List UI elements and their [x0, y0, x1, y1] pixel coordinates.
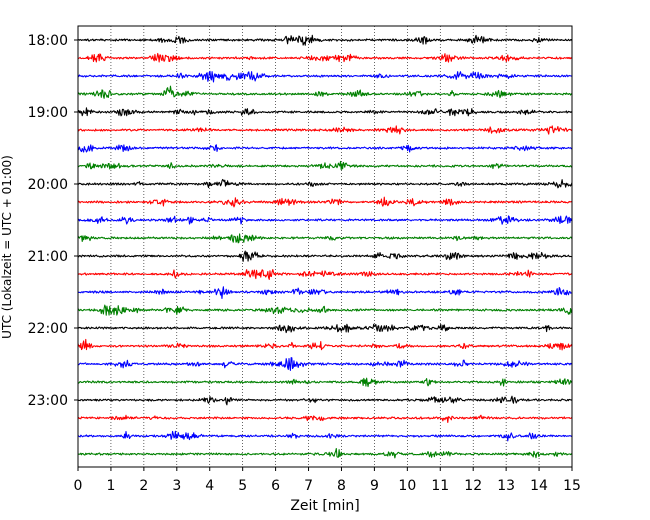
x-tick-label-15: 15 — [563, 478, 581, 494]
x-tick-label-8: 8 — [337, 478, 346, 494]
trace-2115 — [77, 268, 573, 281]
x-tick-label-5: 5 — [238, 478, 247, 494]
trace-1945 — [77, 160, 573, 171]
trace-2100 — [77, 250, 573, 262]
trace-2330 — [77, 430, 573, 442]
trace-1830 — [77, 70, 573, 83]
x-tick-label-9: 9 — [370, 478, 379, 494]
x-tick-label-13: 13 — [497, 478, 515, 494]
trace-1815 — [77, 52, 573, 63]
x-tick-label-3: 3 — [172, 478, 181, 494]
x-tick-label-12: 12 — [464, 478, 482, 494]
trace-2315 — [77, 414, 573, 424]
trace-2015 — [77, 196, 573, 208]
x-tick-label-11: 11 — [431, 478, 449, 494]
y-tick-label-2300: 23:00 — [28, 393, 68, 409]
trace-2230 — [77, 357, 573, 371]
x-axis-title: Zeit [min] — [290, 498, 359, 514]
y-tick-label-1800: 18:00 — [28, 33, 68, 49]
y-tick-label-2000: 20:00 — [28, 177, 68, 193]
trace-1900 — [77, 107, 573, 117]
trace-2200 — [77, 323, 573, 334]
trace-1800 — [77, 34, 573, 46]
y-tick-label-2100: 21:00 — [28, 249, 68, 265]
trace-2245 — [77, 377, 573, 388]
x-tick-label-4: 4 — [205, 478, 214, 494]
trace-2215 — [77, 338, 573, 351]
x-axis: 0 1 2 3 4 5 6 7 8 9 10 11 12 13 14 15 — [74, 467, 581, 494]
x-tick-label-6: 6 — [271, 478, 280, 494]
x-tick-label-1: 1 — [106, 478, 115, 494]
trace-1915 — [77, 125, 573, 135]
y-tick-label-2200: 22:00 — [28, 321, 68, 337]
x-tick-label-14: 14 — [530, 478, 548, 494]
trace-2130 — [77, 286, 573, 300]
seismogram-traces — [77, 34, 573, 459]
trace-1845 — [77, 85, 573, 99]
trace-1930 — [77, 144, 573, 153]
plot-frame — [77, 25, 573, 468]
trace-2145 — [77, 304, 573, 316]
trace-2030 — [77, 215, 573, 225]
y-tick-label-1900: 19:00 — [28, 105, 68, 121]
x-tick-label-10: 10 — [398, 478, 416, 494]
trace-2045 — [77, 233, 573, 244]
y-axis-title: UTC (Lokalzeit = UTC + 01:00) — [0, 155, 14, 339]
trace-2300 — [77, 395, 573, 406]
trace-2000 — [77, 178, 573, 189]
x-tick-label-7: 7 — [304, 478, 313, 494]
y-axis: 18:00 19:00 20:00 21:00 22:00 23:00 — [28, 33, 78, 409]
trace-2345 — [77, 448, 573, 459]
x-tick-label-2: 2 — [139, 478, 148, 494]
x-tick-label-0: 0 — [74, 478, 83, 494]
